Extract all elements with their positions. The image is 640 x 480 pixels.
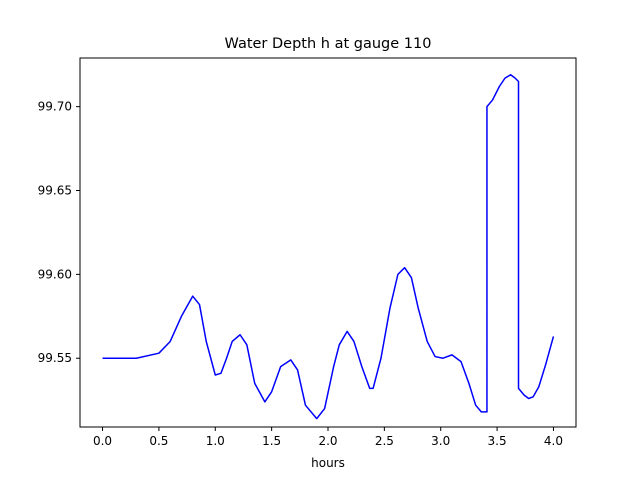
x-tick-label: 2.0 — [318, 434, 337, 448]
y-tick-label: 99.55 — [38, 351, 72, 365]
x-tick-label: 1.0 — [206, 434, 225, 448]
x-tick-label: 2.5 — [375, 434, 394, 448]
y-tick-label: 99.65 — [38, 184, 72, 198]
x-tick-label: 0.5 — [149, 434, 168, 448]
x-tick-label: 0.0 — [93, 434, 112, 448]
x-tick-label: 3.5 — [488, 434, 507, 448]
series-line-water-depth — [102, 74, 555, 420]
x-axis-label: hours — [311, 456, 345, 470]
y-tick-label: 99.60 — [38, 267, 72, 281]
chart-title: Water Depth h at gauge 110 — [225, 36, 432, 52]
x-axis: 0.0 0.5 1.0 1.5 2.0 2.5 3.0 3.5 4.0 — [93, 427, 563, 448]
x-tick-label: 3.0 — [431, 434, 450, 448]
x-tick-label: 1.5 — [262, 434, 281, 448]
plot-frame — [79, 57, 577, 428]
x-tick-label: 4.0 — [544, 434, 563, 448]
y-axis: 99.55 99.60 99.65 99.70 — [38, 100, 80, 365]
y-tick-label: 99.70 — [38, 100, 72, 114]
